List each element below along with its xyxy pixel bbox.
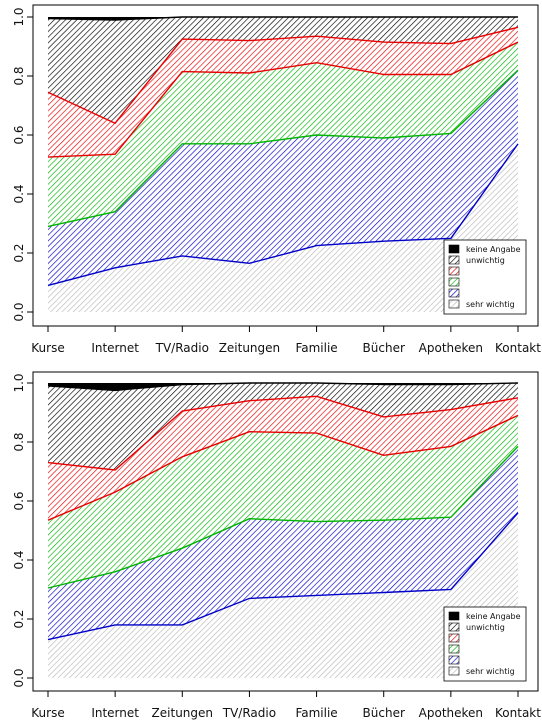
plot-frame (32, 4, 539, 327)
y-tick-label: 0.6 (12, 125, 26, 144)
series-boundary-line (47, 41, 519, 158)
legend: keine Angabe unwichtig sehr wichtig (443, 606, 527, 682)
area-series-1 (48, 70, 518, 286)
legend-label: keine Angabe (466, 245, 521, 254)
series-boundary-line (47, 395, 519, 471)
y-tick-label: 0.6 (12, 491, 26, 510)
legend: keine Angabe unwichtig sehr wichtig (443, 239, 527, 315)
series-boundary-line (47, 69, 519, 228)
legend-swatch (448, 644, 460, 654)
x-tick-label: TV/Radio (155, 341, 209, 355)
series-boundary-line (47, 445, 519, 589)
x-tick-label: Kontakt (495, 341, 541, 355)
chart-top: 0.0 0.2 0.4 0.6 0.8 1.0 Kurse Internet TV/Radio Z… (12, 4, 541, 355)
legend-swatch (448, 655, 460, 665)
x-tick-label: Apotheken (419, 341, 483, 355)
area-series-5 (48, 383, 518, 391)
x-tick-label: Kontakt (495, 706, 541, 720)
x-tick-label: Internet (91, 706, 139, 720)
legend-swatch (448, 633, 460, 643)
x-tick-label: Bücher (363, 341, 405, 355)
x-tick-label: Familie (295, 706, 337, 720)
x-tick-label: Kurse (31, 341, 64, 355)
y-tick-label: 0.8 (12, 66, 26, 85)
legend-label: sehr wichtig (466, 667, 515, 676)
y-tick-label: 0.8 (12, 432, 26, 451)
x-tick-label: Zeitungen (219, 341, 280, 355)
y-tick-label: 0.2 (12, 243, 26, 262)
area-series-0 (48, 512, 518, 678)
y-tick-label: 1.0 (12, 373, 26, 392)
series-boundary-line (47, 143, 519, 287)
series-boundary-line (47, 382, 519, 392)
x-tick-label: Internet (91, 341, 139, 355)
series-boundary-line (47, 16, 518, 21)
x-tick-label: Familie (295, 341, 337, 355)
legend-swatch (448, 255, 460, 265)
x-tick-label: Zeitungen (152, 706, 213, 720)
y-tick-label: 0.4 (12, 184, 26, 203)
legend-swatch (448, 666, 460, 676)
x-tick-label: Kurse (31, 706, 64, 720)
series-boundary-line (47, 26, 519, 125)
area-series-2 (48, 415, 518, 588)
chart-bottom: 0.0 0.2 0.4 0.6 0.8 1.0 Kurse Internet Zeitungen… (12, 371, 541, 720)
area-series-4 (48, 383, 518, 470)
x-tick-label: Apotheken (419, 706, 483, 720)
area-series-3 (48, 396, 518, 521)
area-series-0 (48, 143, 518, 312)
area-series-3 (48, 27, 518, 158)
legend-label: keine Angabe (466, 612, 521, 621)
legend-label: unwichtig (466, 623, 505, 632)
plot-frame (32, 371, 539, 692)
series-boundary-line (47, 512, 519, 641)
legend-label: sehr wichtig (466, 300, 515, 309)
area-series-2 (48, 42, 518, 227)
y-tick-label: 0.4 (12, 550, 26, 569)
legend-swatch (448, 266, 460, 276)
y-tick-label: 0.2 (12, 609, 26, 628)
legend-swatch (448, 244, 460, 254)
legend-label: unwichtig (466, 256, 505, 265)
legend-swatch (448, 288, 460, 298)
legend-swatch (448, 299, 460, 309)
x-tick-label: Bücher (363, 706, 405, 720)
legend-swatch (448, 611, 460, 621)
y-tick-label: 0.0 (12, 668, 26, 687)
legend-swatch (448, 622, 460, 632)
y-tick-label: 0.0 (12, 302, 26, 321)
legend-swatch (448, 277, 460, 287)
y-tick-label: 1.0 (12, 7, 26, 26)
series-boundary-line (47, 414, 519, 521)
area-series-4 (48, 17, 518, 124)
x-tick-label: TV/Radio (222, 706, 276, 720)
